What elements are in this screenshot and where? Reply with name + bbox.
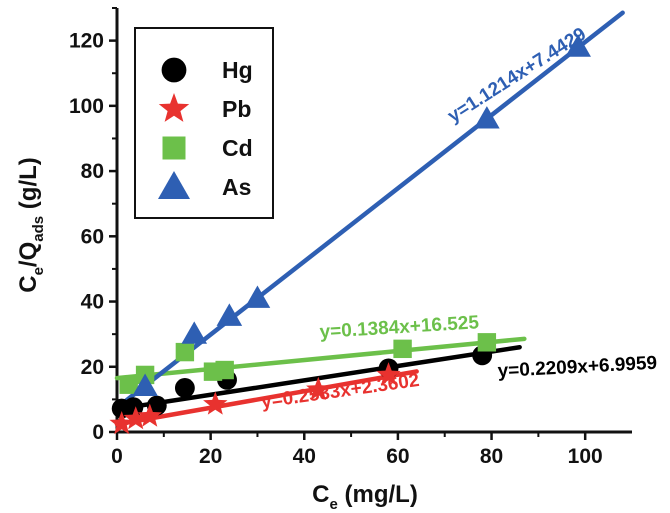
y-tick-label: 20 (81, 356, 104, 379)
x-tick-label: 60 (386, 445, 409, 468)
data-point-cd (175, 342, 195, 362)
x-tick-label: 0 (111, 445, 123, 468)
data-point-cd (393, 339, 412, 359)
y-axis-title-unit: (g/L) (15, 157, 42, 216)
data-points (109, 34, 591, 435)
data-point-pb (109, 411, 134, 435)
data-point-hg (123, 397, 144, 418)
y-tick-label: 100 (69, 95, 104, 118)
data-point-cd (119, 375, 138, 394)
x-axis-title-sub: e (330, 496, 338, 513)
y-tick-label: 80 (81, 160, 104, 183)
x-tick-label: 40 (293, 445, 316, 468)
y-axis-title-main1: C (15, 275, 42, 292)
fit-equation-cd: y=0.1384x+16.525 (319, 312, 480, 343)
fit-line-pb (114, 369, 419, 427)
data-point-pb (306, 376, 331, 400)
data-point-hg (174, 378, 195, 398)
data-point-as (216, 303, 243, 326)
fit-line-cd (114, 336, 527, 381)
data-point-as (565, 34, 591, 57)
x-tick-label: 80 (480, 445, 503, 468)
data-point-as (244, 285, 271, 308)
y-axis-title-sub1: e (30, 267, 47, 275)
y-axis-title-main2: /Q (15, 242, 42, 267)
legend-marker-cd (162, 136, 186, 160)
data-point-pb (203, 391, 228, 415)
x-axis-title-unit: (mg/L) (338, 481, 418, 508)
y-axis-title-sub2: ads (30, 216, 47, 242)
legend: Hg Pb Cd As (134, 27, 274, 219)
x-tick-label: 100 (568, 445, 603, 468)
y-tick-label: 0 (92, 421, 104, 444)
legend-label-cd: Cd (222, 135, 253, 161)
data-point-as (132, 373, 158, 396)
legend-marker-as (158, 171, 190, 199)
x-axis-title: Ce (mg/L) (312, 481, 418, 513)
legend-box (134, 27, 274, 219)
chart-axes: 0 20 40 60 80 100 0 20 40 60 80 100 120 (69, 7, 632, 468)
data-point-pb (137, 403, 162, 427)
legend-marker-pb (158, 93, 190, 122)
y-tick-label: 120 (69, 30, 104, 53)
y-axis-title: Ce/Qads (g/L) (15, 157, 47, 293)
data-point-cd (477, 333, 497, 352)
legend-marker-hg (161, 57, 187, 83)
data-point-as (474, 106, 500, 129)
data-point-as (181, 321, 208, 344)
x-tick-label: 20 (199, 445, 222, 468)
data-point-cd (215, 360, 234, 380)
data-point-pb (376, 362, 401, 386)
x-axis-title-main: C (312, 481, 329, 508)
data-point-pb (123, 406, 148, 430)
fit-equation-hg: y=0.2209x+6.9959 (497, 353, 657, 382)
legend-label-as: As (222, 174, 251, 200)
y-tick-label: 60 (81, 225, 104, 248)
fit-equation-as: y=1.1214x+7.4429 (444, 24, 590, 127)
y-tick-label: 40 (81, 291, 104, 314)
legend-label-hg: Hg (222, 57, 253, 83)
legend-label-pb: Pb (222, 96, 251, 122)
